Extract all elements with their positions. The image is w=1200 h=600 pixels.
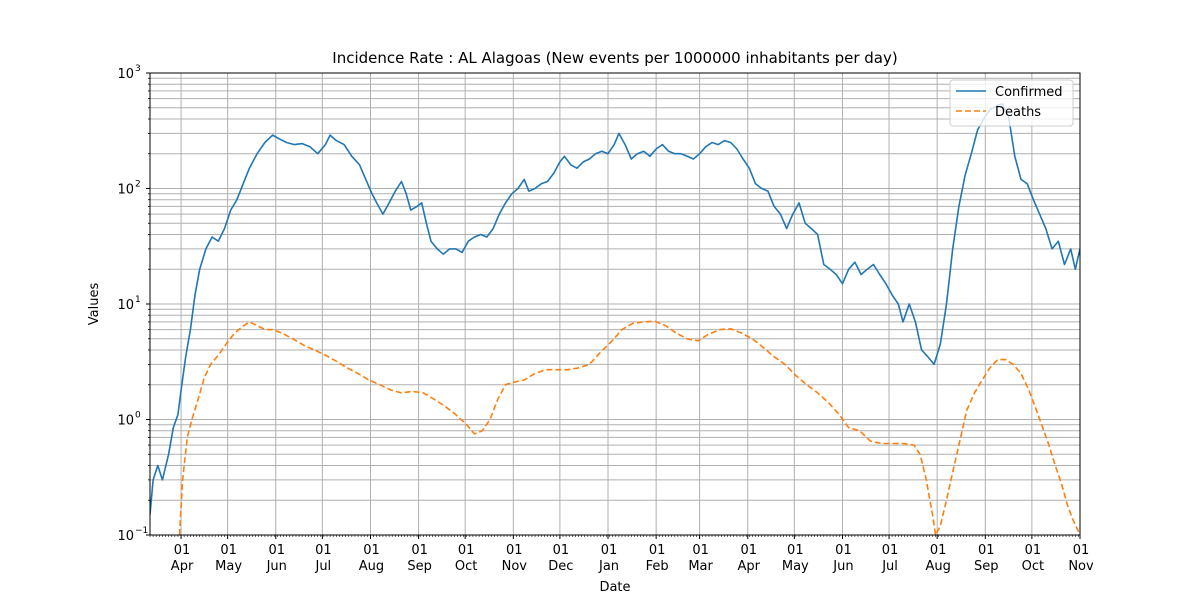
x-tick-month: Oct (455, 559, 477, 574)
x-axis-label: Date (599, 580, 630, 595)
y-tick-label: 10 (117, 529, 134, 544)
x-tick-month: Sep (407, 559, 432, 574)
x-tick-day: 01 (649, 543, 666, 558)
x-tick-month: Nov (1068, 559, 1094, 574)
x-tick-day: 01 (1073, 543, 1090, 558)
x-tick-month: Sep (974, 559, 999, 574)
x-tick-day: 01 (363, 543, 380, 558)
grid (150, 72, 1081, 536)
y-tick-label: 10 (117, 183, 134, 198)
legend: Confirmed Deaths (949, 79, 1074, 127)
x-tick-month: May (215, 559, 242, 574)
x-tick-month: Jun (832, 559, 853, 574)
x-tick-month: Aug (925, 559, 950, 574)
x-tick-day: 01 (1025, 543, 1042, 558)
chart-title: Incidence Rate : AL Alagoas (New events … (332, 49, 897, 67)
y-axis-label: Values (87, 283, 102, 326)
x-tick-day: 01 (553, 543, 570, 558)
x-tick-day: 01 (787, 543, 804, 558)
y-tick-exponent: 2 (135, 180, 141, 190)
x-tick-month: Jun (266, 559, 287, 574)
x-tick-day: 01 (740, 543, 757, 558)
x-axis: 01Apr01May01Jun01Jul01Aug01Sep01Oct01Nov… (149, 535, 1094, 574)
x-tick-day: 01 (411, 543, 428, 558)
y-tick-exponent: 1 (135, 295, 141, 305)
x-tick-month: Jul (881, 559, 898, 574)
x-tick-day: 01 (692, 543, 709, 558)
series-line-confirmed (150, 103, 1080, 515)
x-tick-month: Mar (688, 559, 713, 574)
x-tick-day: 01 (601, 543, 618, 558)
x-tick-month: Dec (548, 559, 573, 574)
x-tick-month: Nov (502, 559, 528, 574)
x-tick-month: Jul (314, 559, 331, 574)
x-tick-day: 01 (268, 543, 285, 558)
x-tick-day: 01 (978, 543, 995, 558)
y-tick-label: 10 (117, 67, 134, 82)
y-tick-exponent: 3 (135, 64, 141, 74)
x-tick-day: 01 (315, 543, 332, 558)
x-tick-month: Aug (359, 559, 384, 574)
plot-lines (150, 103, 1080, 535)
legend-label-confirmed: Confirmed (995, 85, 1063, 100)
y-tick-exponent: 0 (135, 411, 141, 421)
x-tick-day: 01 (174, 543, 191, 558)
x-tick-day: 01 (506, 543, 523, 558)
y-tick-label: 10 (117, 298, 134, 313)
x-tick-day: 01 (220, 543, 237, 558)
legend-label-deaths: Deaths (995, 105, 1041, 120)
x-tick-day: 01 (835, 543, 852, 558)
x-tick-day: 01 (882, 543, 899, 558)
x-tick-month: Apr (171, 559, 194, 574)
series-line-deaths (178, 320, 1080, 535)
x-tick-month: Apr (737, 559, 760, 574)
x-tick-month: Jan (598, 559, 619, 574)
y-tick-label: 10 (117, 414, 134, 429)
x-tick-day: 01 (930, 543, 947, 558)
y-tick-exponent: −1 (135, 526, 148, 536)
x-tick-month: May (782, 559, 809, 574)
x-tick-month: Feb (646, 559, 669, 574)
x-tick-day: 01 (458, 543, 475, 558)
x-tick-month: Oct (1022, 559, 1044, 574)
